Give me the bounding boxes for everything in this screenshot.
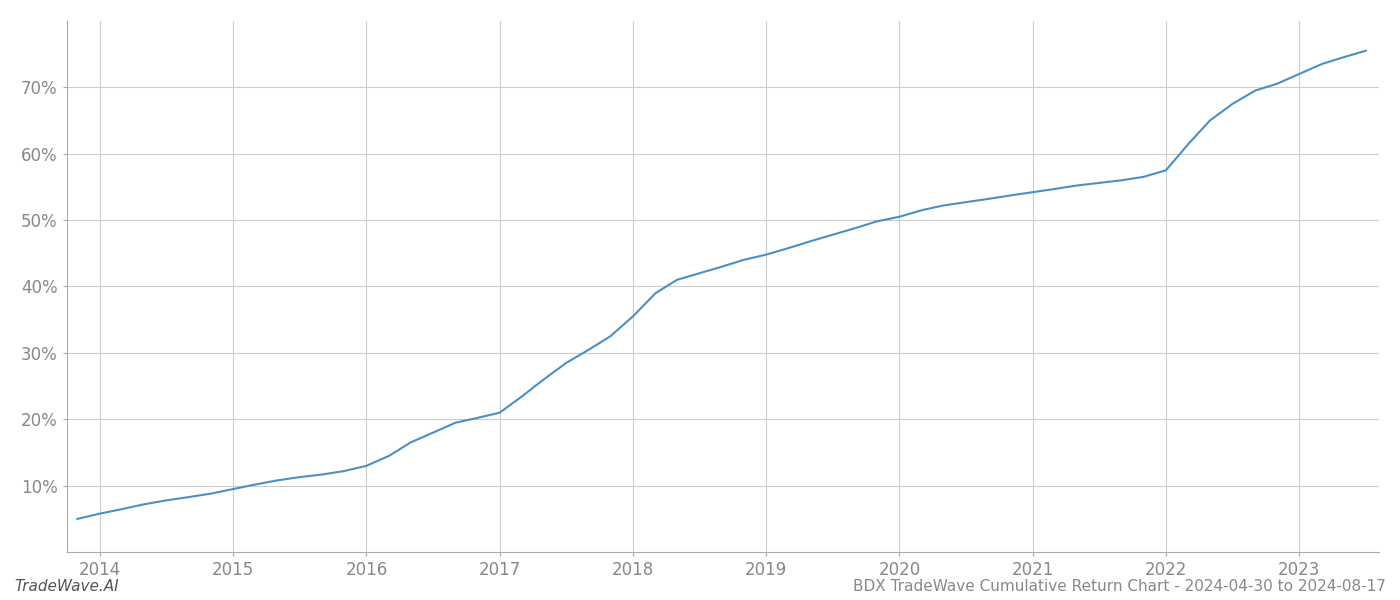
Text: TradeWave.AI: TradeWave.AI [14,579,119,594]
Text: BDX TradeWave Cumulative Return Chart - 2024-04-30 to 2024-08-17: BDX TradeWave Cumulative Return Chart - … [853,579,1386,594]
